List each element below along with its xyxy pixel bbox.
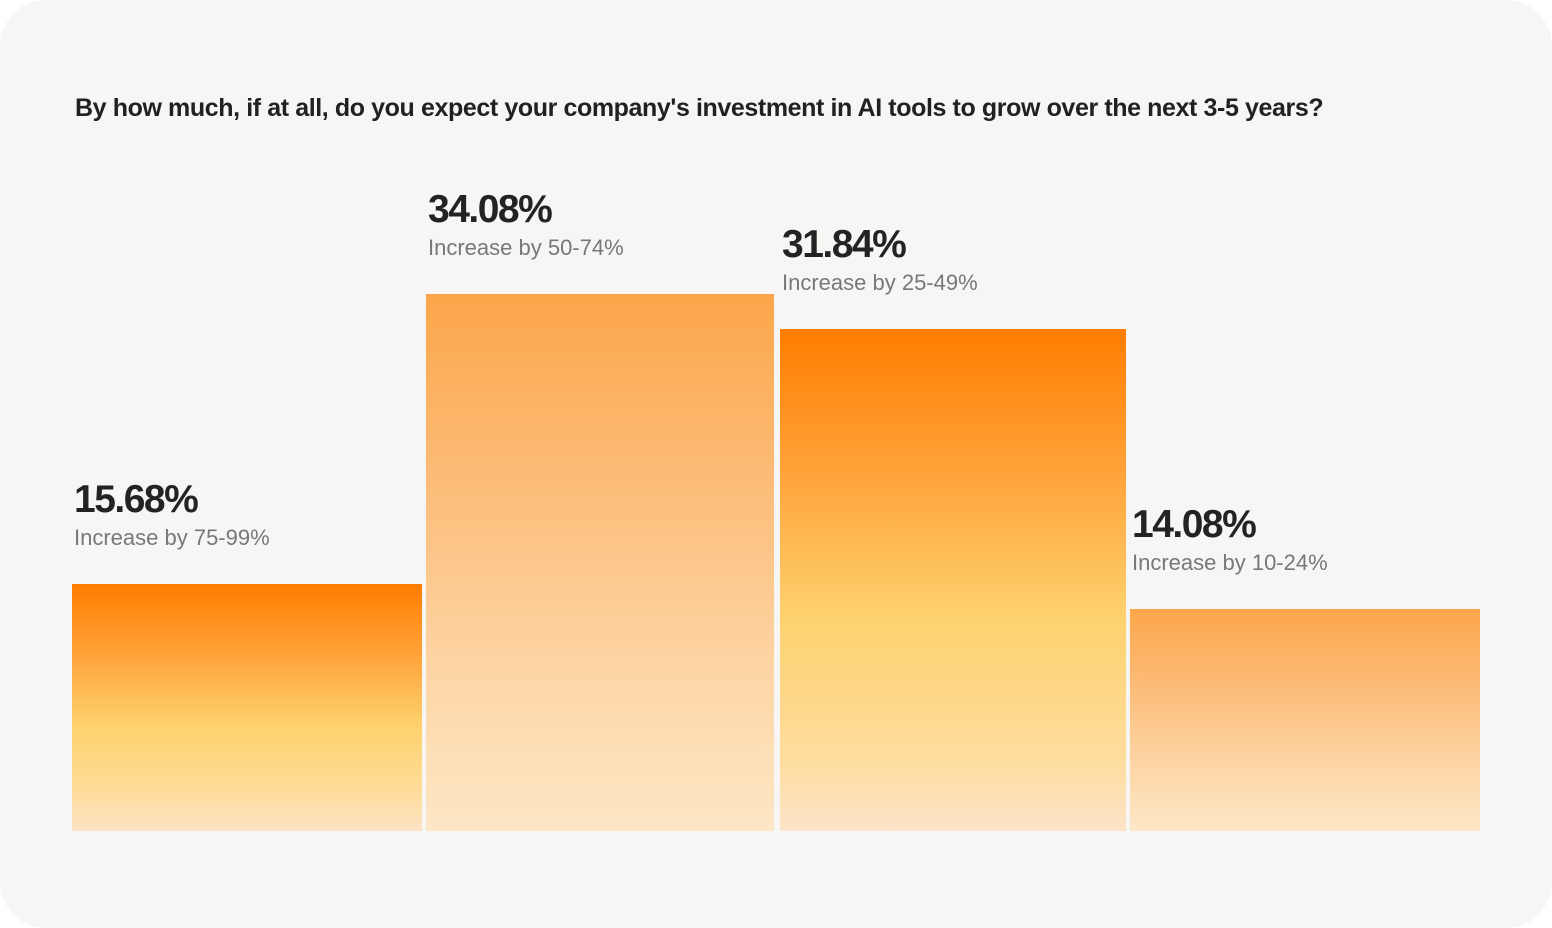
bar-label-group: 31.84% Increase by 25-49% [782, 223, 978, 297]
bar-label-group: 14.08% Increase by 10-24% [1132, 503, 1328, 577]
value-label: 15.68% [74, 478, 199, 521]
category-label: Increase by 50-74% [428, 235, 624, 260]
category-label: Increase by 25-49% [782, 270, 978, 295]
bar-3 [780, 329, 1126, 831]
bar-1 [72, 584, 422, 831]
category-label: Increase by 75-99% [74, 525, 270, 550]
bar-label-group: 15.68% Increase by 75-99% [74, 478, 270, 552]
value-label: 34.08% [428, 188, 553, 231]
value-label: 14.08% [1132, 503, 1257, 546]
bar-label-group: 34.08% Increase by 50-74% [428, 188, 624, 262]
bar-2 [426, 294, 774, 831]
value-label: 31.84% [782, 223, 907, 266]
bar-4 [1130, 609, 1480, 831]
chart-title: By how much, if at all, do you expect yo… [75, 94, 1324, 122]
category-label: Increase by 10-24% [1132, 550, 1328, 575]
